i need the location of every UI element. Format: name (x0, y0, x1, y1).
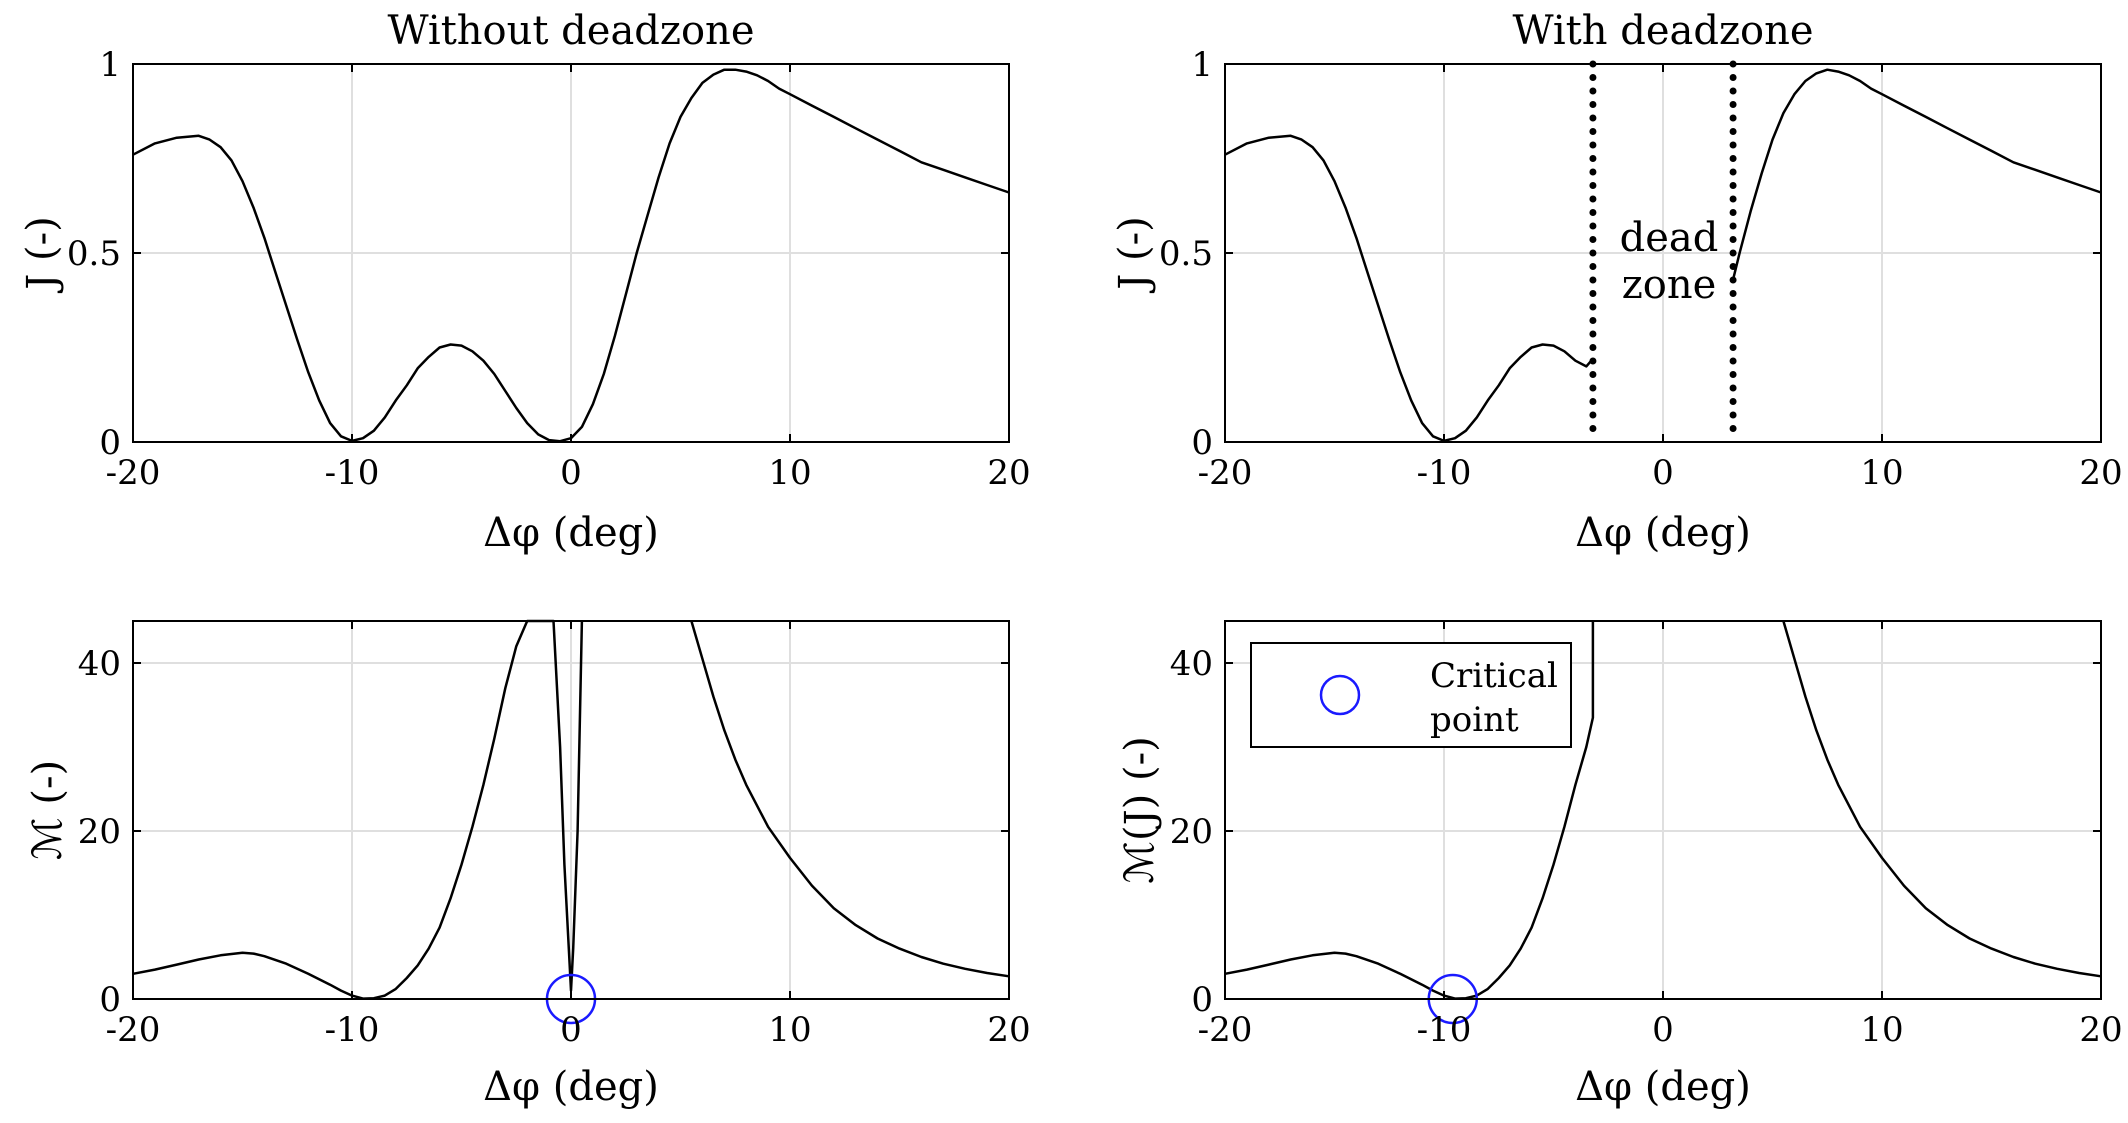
overlays (1589, 60, 1737, 446)
x-tick-label: -20 (1198, 1010, 1253, 1050)
x-tick-label: 20 (987, 1010, 1030, 1050)
legend-box (1250, 642, 1572, 748)
y-tick-label: 40 (78, 644, 121, 684)
y-tick-label: 0 (99, 423, 121, 463)
panel-bottom-right: -20 -10 0 10 20 0 20 40 Δφ (deg) ℳ(J) (-) Criti… (1117, 620, 2123, 1110)
series-line (1224, 134, 1594, 443)
x-axis-label: Δφ (deg) (1575, 510, 1751, 556)
x-axis-label: Δφ (deg) (483, 1064, 659, 1110)
x-tick-label: 10 (768, 1010, 811, 1050)
series-line (690, 620, 1010, 978)
panel-bottom-left: -20 -10 0 10 20 0 20 40 Δφ (deg) ℳ (-) (25, 619, 1031, 1110)
y-tick-label: 0.5 (1159, 234, 1213, 274)
grid (1225, 64, 2101, 442)
series-line (132, 68, 1010, 443)
y-axis-label: J (-) (1111, 216, 1157, 293)
x-tick-label: -10 (325, 1010, 380, 1050)
y-tick-label: 0 (1191, 423, 1213, 463)
y-tick-label: 1 (1191, 45, 1213, 85)
panel-top-left: -20 -10 0 10 20 0 0.5 1 Without deadzone Δφ (de… (19, 8, 1031, 556)
x-axis-label: Δφ (deg) (1575, 1064, 1751, 1110)
y-tick-label: 20 (1170, 812, 1213, 852)
x-tick-label: 0 (560, 1010, 582, 1050)
y-axis-label: J (-) (19, 216, 65, 293)
y-tick-label: 1 (99, 45, 121, 85)
x-tick-label: 10 (768, 453, 811, 493)
x-axis-label: Δφ (deg) (483, 510, 659, 556)
x-tick-label: 20 (987, 453, 1030, 493)
series (1224, 68, 2102, 443)
series (132, 68, 1010, 443)
x-tick-label: 0 (1652, 1010, 1674, 1050)
y-tick-label: 0 (99, 980, 121, 1020)
legend-entry-line1: Critical (1430, 656, 1558, 696)
ticks: -20 -10 0 10 20 0 0.5 1 (1159, 45, 2123, 493)
grid (133, 621, 1009, 999)
y-axis-label: ℳ (-) (25, 760, 71, 860)
y-tick-label: 0.5 (67, 234, 121, 274)
grid (1225, 621, 2101, 999)
legend: Critical point (1250, 642, 1572, 748)
deadzone-label-line2: zone (1622, 262, 1717, 308)
legend-marker-icon (1319, 674, 1361, 716)
x-tick-label: -20 (106, 1010, 161, 1050)
x-tick-label: 0 (560, 453, 582, 493)
x-tick-label: 0 (1652, 453, 1674, 493)
ticks: -20 -10 0 10 20 0 20 40 (1170, 621, 2123, 1050)
panel-title: With deadzone (1512, 8, 1813, 54)
x-tick-label: -20 (1198, 453, 1253, 493)
grid (133, 64, 1009, 442)
x-tick-label: 20 (2079, 453, 2122, 493)
x-tick-label: 10 (1860, 1010, 1903, 1050)
legend-entry-line2: point (1430, 700, 1519, 740)
x-tick-label: -10 (1417, 453, 1472, 493)
x-tick-label: 20 (2079, 1010, 2122, 1050)
series (132, 619, 1010, 1000)
series-line (132, 619, 584, 1000)
ticks: -20 -10 0 10 20 0 20 40 (78, 621, 1031, 1050)
deadzone-label-line1: dead (1620, 215, 1719, 261)
series-line (1731, 68, 2102, 280)
panel-title: Without deadzone (388, 8, 755, 54)
y-tick-label: 40 (1170, 644, 1213, 684)
y-tick-label: 20 (78, 812, 121, 852)
x-tick-label: -10 (325, 453, 380, 493)
x-tick-label: -20 (106, 453, 161, 493)
series-line (1782, 620, 2102, 978)
y-tick-label: 0 (1191, 980, 1213, 1020)
x-tick-label: 10 (1860, 453, 1903, 493)
ticks: -20 -10 0 10 20 0 0.5 1 (67, 45, 1031, 493)
x-tick-label: -10 (1417, 1010, 1472, 1050)
y-axis-label: ℳ(J) (-) (1117, 736, 1163, 883)
